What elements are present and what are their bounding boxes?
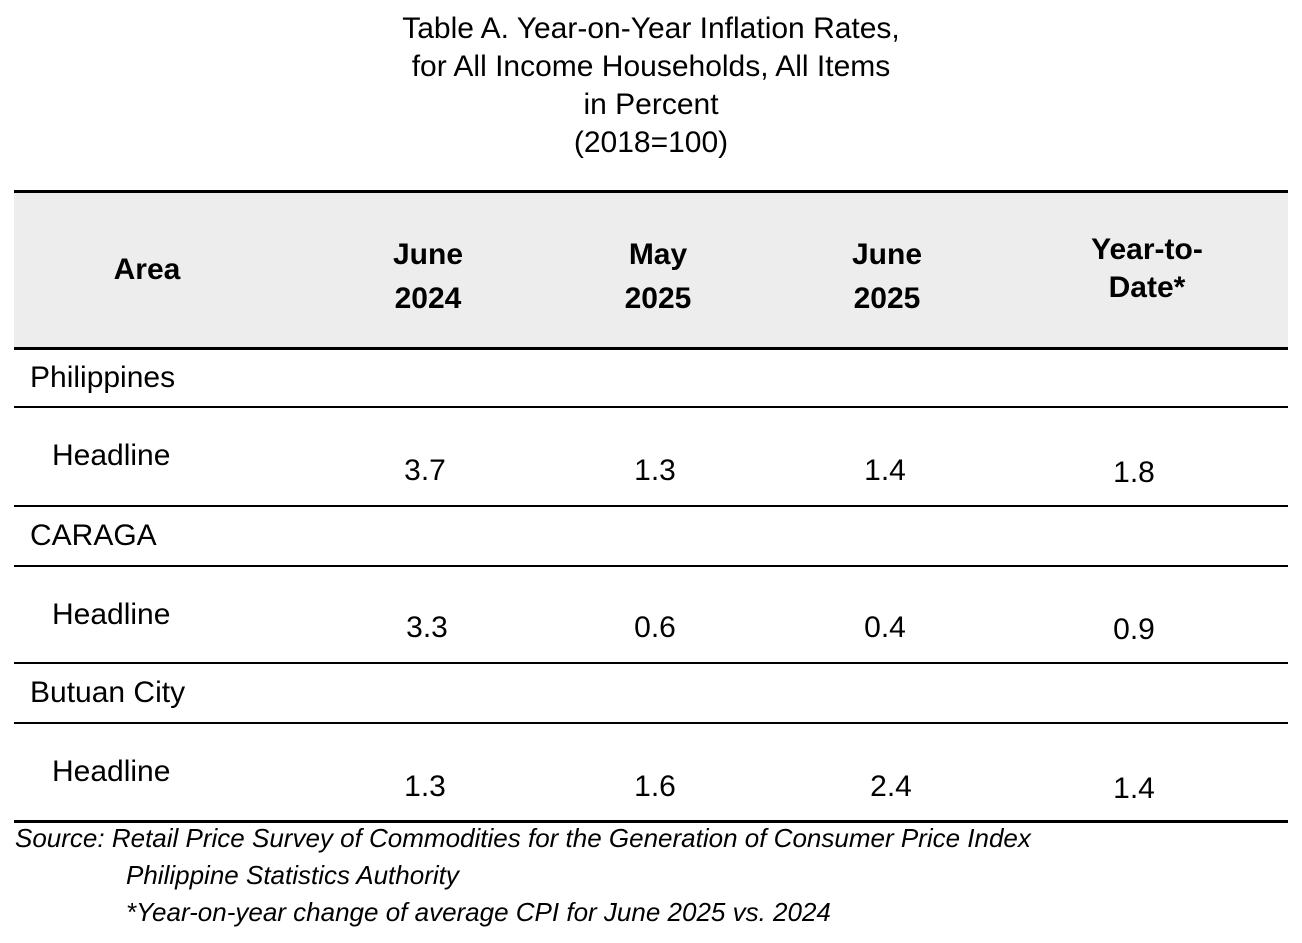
header-bottom-rule: [14, 347, 1288, 350]
header-june-2024: June 2024: [368, 233, 488, 321]
cell-value: 1.4: [1113, 772, 1155, 805]
area-label-caraga: CARAGA: [30, 519, 157, 552]
header-may-2025-line1: May: [628, 238, 688, 271]
cell-value: 1.3: [634, 454, 676, 487]
cell-value: 3.7: [404, 454, 446, 487]
section-rule: [14, 722, 1288, 724]
cell-value: 2.4: [870, 770, 912, 803]
section-rule: [14, 662, 1288, 664]
area-label-butuan-city: Butuan City: [30, 676, 186, 709]
header-ytd-line2: Date*: [1108, 271, 1186, 304]
source-note: Source: Retail Price Survey of Commoditi…: [15, 823, 1031, 853]
table-bottom-rule: [14, 820, 1288, 823]
ytd-footnote: *Year-on-year change of average CPI for …: [126, 897, 831, 927]
area-label-philippines: Philippines: [30, 361, 176, 394]
table-top-rule: [14, 190, 1288, 193]
section-rule: [14, 565, 1288, 567]
header-area: Area: [113, 253, 181, 286]
section-rule: [14, 406, 1288, 408]
header-june-2025: June 2025: [827, 233, 947, 321]
table-title: Table A. Year-on-Year Inflation Rates, f…: [0, 10, 1302, 162]
row-label-headline: Headline: [52, 439, 171, 472]
header-june-2024-line2: 2024: [394, 282, 462, 315]
section-rule: [14, 505, 1288, 507]
title-line-1: Table A. Year-on-Year Inflation Rates,: [402, 12, 900, 45]
header-june-2024-line1: June: [392, 238, 464, 271]
row-label-headline: Headline: [52, 598, 171, 631]
title-line-2: for All Income Households, All Items: [411, 50, 891, 83]
header-may-2025-line2: 2025: [624, 282, 692, 315]
cell-value: 1.6: [634, 770, 676, 803]
cell-value: 1.3: [404, 770, 446, 803]
header-june-2025-line1: June: [851, 238, 923, 271]
cell-value: 1.4: [864, 454, 906, 487]
header-may-2025: May 2025: [598, 233, 718, 321]
header-june-2025-line2: 2025: [853, 282, 921, 315]
row-label-headline: Headline: [52, 755, 171, 788]
cell-value: 1.8: [1113, 456, 1155, 489]
title-line-3: in Percent: [583, 88, 719, 121]
cell-value: 3.3: [406, 611, 448, 644]
cell-value: 0.4: [864, 611, 906, 644]
table-header-background: [14, 192, 1288, 349]
title-line-4: (2018=100): [573, 126, 729, 159]
agency-note: Philippine Statistics Authority: [126, 860, 459, 890]
header-ytd-line1: Year-to-: [1091, 233, 1203, 266]
cell-value: 0.9: [1113, 613, 1155, 646]
header-year-to-date: Year-to- Date*: [1067, 231, 1227, 307]
cell-value: 0.6: [634, 611, 676, 644]
